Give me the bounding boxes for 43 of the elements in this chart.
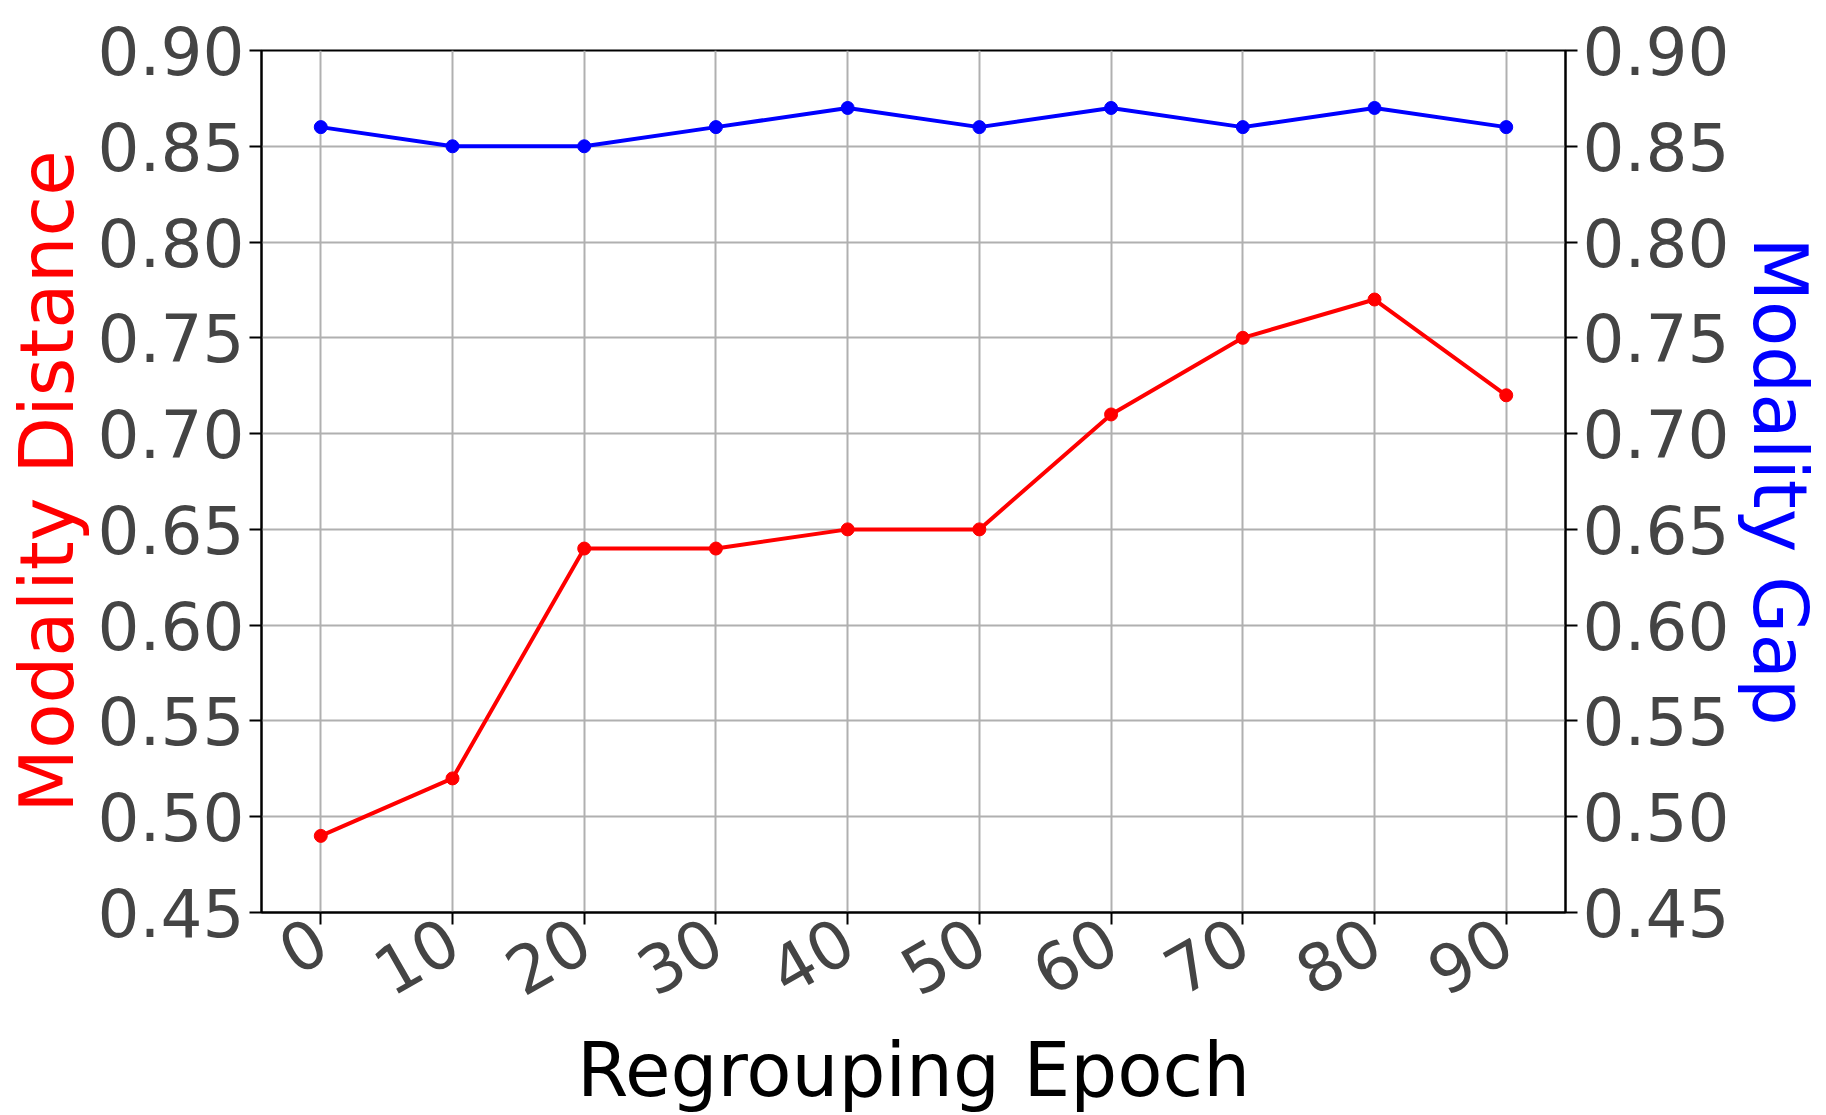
y2-tick-label: 0.80	[1582, 205, 1730, 283]
y2-tick-label: 0.75	[1582, 301, 1730, 379]
point	[1499, 388, 1514, 403]
x-tick-label: 80	[1283, 902, 1395, 1012]
y2-tick-label: 0.45	[1582, 876, 1730, 953]
y-axis-title: Modality Distance	[3, 150, 90, 813]
y2-tick-label: 0.90	[1582, 14, 1730, 91]
x-tick-label: 60	[1020, 902, 1132, 1012]
point	[445, 771, 460, 786]
y-tick-label: 0.45	[97, 876, 245, 953]
y-tick-label: 0.90	[97, 14, 245, 91]
point	[972, 522, 987, 537]
point	[1367, 292, 1382, 307]
point	[313, 828, 328, 843]
y-tick-label: 0.50	[97, 780, 245, 858]
y-tick-label: 0.80	[97, 205, 245, 283]
y2-tick-label: 0.65	[1582, 492, 1730, 570]
y2-tick-label: 0.70	[1582, 397, 1730, 475]
y-tick-label: 0.85	[97, 109, 245, 187]
point	[708, 541, 723, 556]
x-tick-label: 70	[1151, 902, 1263, 1012]
y2-axis-title: Modality Gap	[1737, 237, 1824, 726]
x-tick-label: 90	[1415, 902, 1527, 1012]
y-tick-label: 0.55	[97, 684, 245, 762]
y2-tick-label: 0.55	[1582, 684, 1730, 762]
point	[1104, 407, 1119, 422]
point	[577, 541, 592, 556]
x-axis-title: Regrouping Epoch	[576, 1026, 1251, 1113]
point	[840, 522, 855, 537]
point	[1235, 330, 1250, 345]
x-tick-label: 0	[266, 902, 341, 991]
x-tick-label: 40	[756, 902, 868, 1012]
x-tick-label: 20	[493, 902, 605, 1012]
y2-tick-label: 0.60	[1582, 588, 1730, 666]
y-tick-label: 0.60	[97, 588, 245, 666]
y-tick-label: 0.70	[97, 397, 245, 475]
y-tick-label: 0.65	[97, 492, 245, 570]
x-tick-label: 50	[888, 902, 1000, 1012]
y-tick-label: 0.75	[97, 301, 245, 379]
x-tick-label: 10	[361, 902, 473, 1012]
x-tick-label: 30	[624, 902, 737, 1012]
y2-tick-label: 0.50	[1582, 780, 1730, 858]
y2-tick-label: 0.85	[1582, 109, 1730, 187]
